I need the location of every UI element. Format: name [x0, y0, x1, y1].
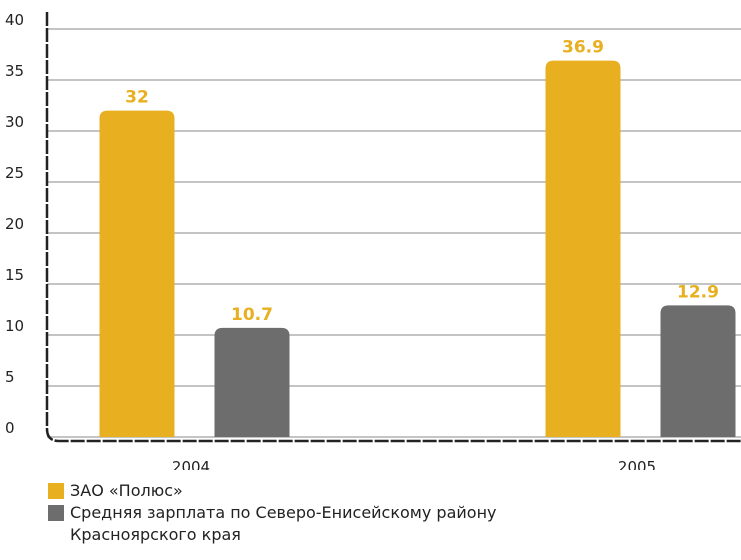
legend-label: Средняя зарплата по Северо-Енисейскому р… [70, 503, 497, 544]
bar [545, 60, 621, 438]
value-label: 12.9 [677, 282, 719, 302]
value-label: 10.7 [231, 305, 273, 325]
axis-line [45, 12, 741, 443]
y-tick-label: 5 [5, 368, 15, 386]
chart: 0 5 10 15 20 25 30 35 40 2004 2005 32 36.9 10.7 12.9 [5, 11, 741, 470]
legend-item: Средняя зарплата по Северо-Енисейскому р… [48, 502, 608, 546]
y-tick-label: 0 [5, 419, 15, 437]
y-tick-label: 25 [5, 164, 24, 182]
y-tick-label: 30 [5, 113, 24, 131]
x-tick-label: 2004 [172, 458, 210, 470]
bar [660, 305, 736, 437]
bar [214, 327, 290, 437]
legend-item: ЗАО «Полюс» [48, 480, 608, 502]
value-label: 36.9 [562, 38, 604, 58]
y-tick-label: 15 [5, 266, 24, 284]
legend-swatch [48, 505, 64, 521]
y-tick-label: 35 [5, 62, 24, 80]
y-tick-label: 10 [5, 317, 24, 335]
legend: ЗАО «Полюс» Средняя зарплата по Северо-Ен… [48, 480, 608, 546]
legend-swatch [48, 483, 64, 499]
y-tick-label: 40 [5, 11, 24, 29]
y-tick-label: 20 [5, 215, 24, 233]
x-tick-label: 2005 [618, 458, 656, 470]
bar [99, 110, 175, 437]
legend-label: ЗАО «Полюс» [70, 481, 183, 500]
value-label: 32 [125, 88, 149, 108]
